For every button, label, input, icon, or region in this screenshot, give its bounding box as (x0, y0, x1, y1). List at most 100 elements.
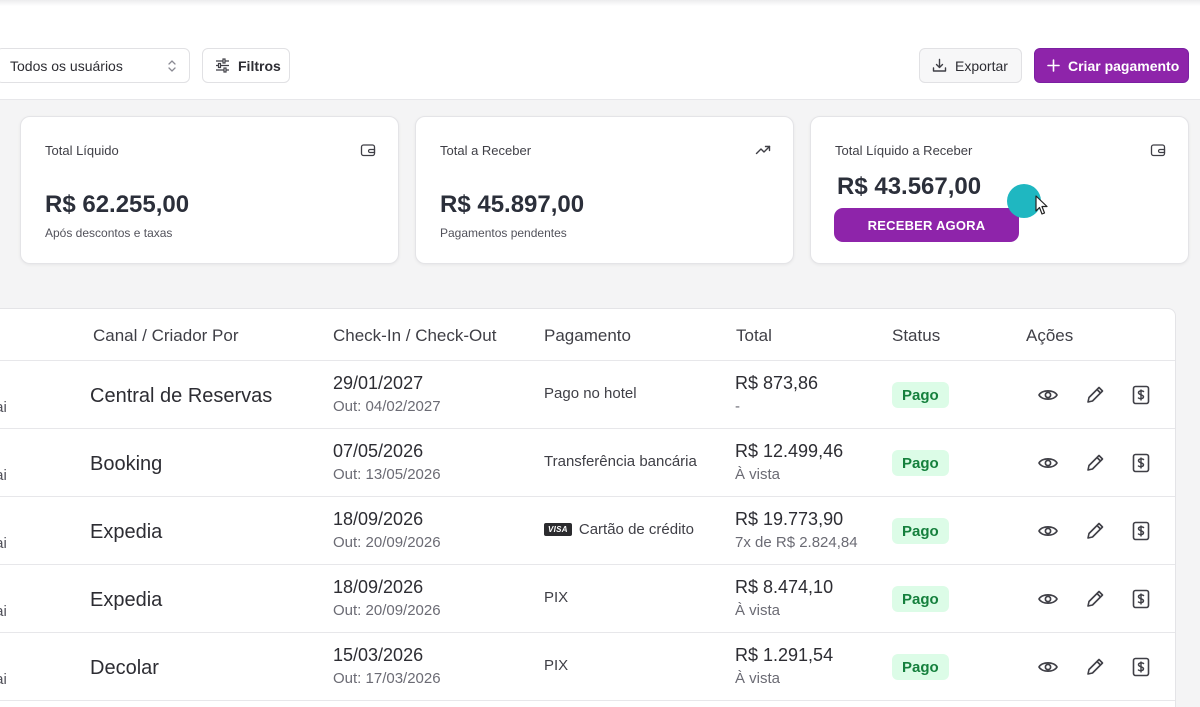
row-installments: - (735, 398, 740, 415)
create-payment-button[interactable]: Criar pagamento (1034, 48, 1189, 83)
row-checkin: 18/09/2026 (333, 509, 424, 529)
eye-icon[interactable] (1037, 588, 1059, 610)
row-truncated-text: .ai (0, 399, 7, 416)
eye-icon[interactable] (1037, 384, 1059, 406)
card-label: Total Líquido (45, 143, 119, 158)
header-payment: Pagamento (544, 326, 631, 345)
card-total-a-receber: Total a Receber R$ 45.897,00 Pagamentos … (415, 116, 794, 264)
row-payment-method: PIX (544, 657, 568, 674)
table-row: .ai Decolar 15/03/2026 Out: 17/03/2026 P… (0, 633, 1175, 701)
dollar-receipt-icon[interactable] (1130, 384, 1152, 406)
mouse-pointer-icon (1035, 195, 1048, 215)
pencil-icon[interactable] (1084, 656, 1106, 678)
card-total-liquido: Total Líquido R$ 62.255,00 Após desconto… (20, 116, 399, 264)
row-payment-method: Pago no hotel (544, 385, 637, 402)
top-toolbar: Todos os usuários Filtros Exportar Criar… (0, 0, 1200, 100)
row-checkout: Out: 20/09/2026 (333, 602, 441, 619)
eye-icon[interactable] (1037, 520, 1059, 542)
row-total: R$ 8.474,10 (735, 577, 834, 597)
row-truncated-text: .ai (0, 671, 7, 688)
card-total-liquido-a-receber: Total Líquido a Receber R$ 43.567,00 REC… (810, 116, 1189, 264)
wallet-icon (360, 144, 376, 157)
export-button[interactable]: Exportar (919, 48, 1022, 83)
row-payment-label: PIX (544, 657, 569, 674)
row-installments: À vista (735, 602, 781, 619)
dollar-receipt-icon[interactable] (1130, 520, 1152, 542)
pencil-icon[interactable] (1084, 588, 1106, 610)
row-installments: 7x de R$ 2.824,84 (735, 534, 858, 551)
card-value: R$ 43.567,00 (837, 173, 982, 200)
dollar-receipt-icon[interactable] (1130, 452, 1152, 474)
chevron-up-down-icon (168, 60, 176, 72)
table-row: .ai Expedia 18/09/2026 Out: 20/09/2026 V… (0, 497, 1175, 565)
status-badge: Pago (892, 654, 949, 680)
status-badge: Pago (892, 586, 949, 612)
pencil-icon[interactable] (1084, 384, 1106, 406)
row-checkout: Out: 04/02/2027 (333, 398, 441, 415)
receive-now-button[interactable]: RECEBER AGORA (834, 208, 1019, 242)
status-badge: Pago (892, 382, 949, 408)
filters-button[interactable]: Filtros (202, 48, 290, 83)
header-actions: Ações (1026, 326, 1074, 345)
row-total: R$ 873,86 (735, 373, 819, 393)
card-subtitle: Pagamentos pendentes (440, 226, 567, 240)
eye-icon[interactable] (1037, 656, 1059, 678)
card-label: Total Líquido a Receber (835, 143, 973, 158)
pencil-icon[interactable] (1084, 520, 1106, 542)
row-channel: Booking (90, 453, 163, 475)
row-total: R$ 1.291,54 (735, 645, 834, 665)
user-filter-value: Todos os usuários (10, 57, 123, 74)
header-total: Total (736, 326, 772, 345)
card-value: R$ 62.255,00 (45, 191, 190, 218)
row-channel: Expedia (90, 521, 163, 543)
user-filter-select[interactable]: Todos os usuários (0, 48, 190, 83)
row-payment-label: Cartão de crédito (578, 521, 694, 538)
row-payment-label: Transferência bancária (544, 453, 697, 470)
row-installments: À vista (735, 670, 781, 687)
table-row: .ai Expedia 18/09/2026 Out: 20/09/2026 P… (0, 565, 1175, 633)
table-row: .ai Central de Reservas 29/01/2027 Out: … (0, 361, 1175, 429)
pencil-icon[interactable] (1084, 452, 1106, 474)
row-total: R$ 12.499,46 (735, 441, 844, 461)
download-icon (932, 58, 947, 72)
row-payment-label: Pago no hotel (544, 385, 637, 402)
row-payment-method: Transferência bancária (544, 453, 697, 470)
row-channel: Expedia (90, 589, 163, 611)
payments-table: Canal / Criador Por Check-In / Check-Out… (0, 308, 1176, 707)
row-payment-label: PIX (544, 589, 569, 606)
eye-icon[interactable] (1037, 452, 1059, 474)
status-badge: Pago (892, 450, 949, 476)
create-payment-label: Criar pagamento (1068, 57, 1180, 74)
row-checkout: Out: 20/09/2026 (333, 534, 441, 551)
row-payment-method: VISA Cartão de crédito (544, 521, 694, 538)
header-channel: Canal / Criador Por (93, 326, 239, 345)
card-label: Total a Receber (440, 143, 532, 158)
export-label: Exportar (955, 57, 1008, 74)
wallet-icon (1150, 144, 1166, 157)
card-value: R$ 45.897,00 (440, 191, 585, 218)
header-status: Status (892, 326, 941, 345)
row-truncated-text: .ai (0, 535, 7, 552)
table-row: .ai Booking 07/05/2026 Out: 13/05/2026 T… (0, 429, 1175, 497)
sliders-icon (216, 58, 229, 73)
dollar-receipt-icon[interactable] (1130, 588, 1152, 610)
header-checkin: Check-In / Check-Out (333, 326, 497, 345)
dollar-receipt-icon[interactable] (1130, 656, 1152, 678)
row-checkout: Out: 17/03/2026 (333, 670, 441, 687)
toolbar-shadow (0, 0, 1200, 6)
trending-up-icon (755, 145, 771, 155)
visa-card-icon: VISA (544, 523, 572, 536)
row-total: R$ 19.773,90 (735, 509, 844, 529)
row-truncated-text: .ai (0, 603, 7, 620)
row-truncated-text: .ai (0, 467, 7, 484)
row-channel: Decolar (90, 657, 159, 679)
cursor-highlight (1007, 184, 1041, 218)
row-checkin: 18/09/2026 (333, 577, 424, 597)
row-channel: Central de Reservas (90, 385, 273, 407)
row-checkout: Out: 13/05/2026 (333, 466, 441, 483)
row-checkin: 29/01/2027 (333, 373, 424, 393)
status-badge: Pago (892, 518, 949, 544)
filters-label: Filtros (238, 57, 281, 74)
row-payment-method: PIX (544, 589, 568, 606)
table-header: Canal / Criador Por Check-In / Check-Out… (0, 309, 1175, 361)
